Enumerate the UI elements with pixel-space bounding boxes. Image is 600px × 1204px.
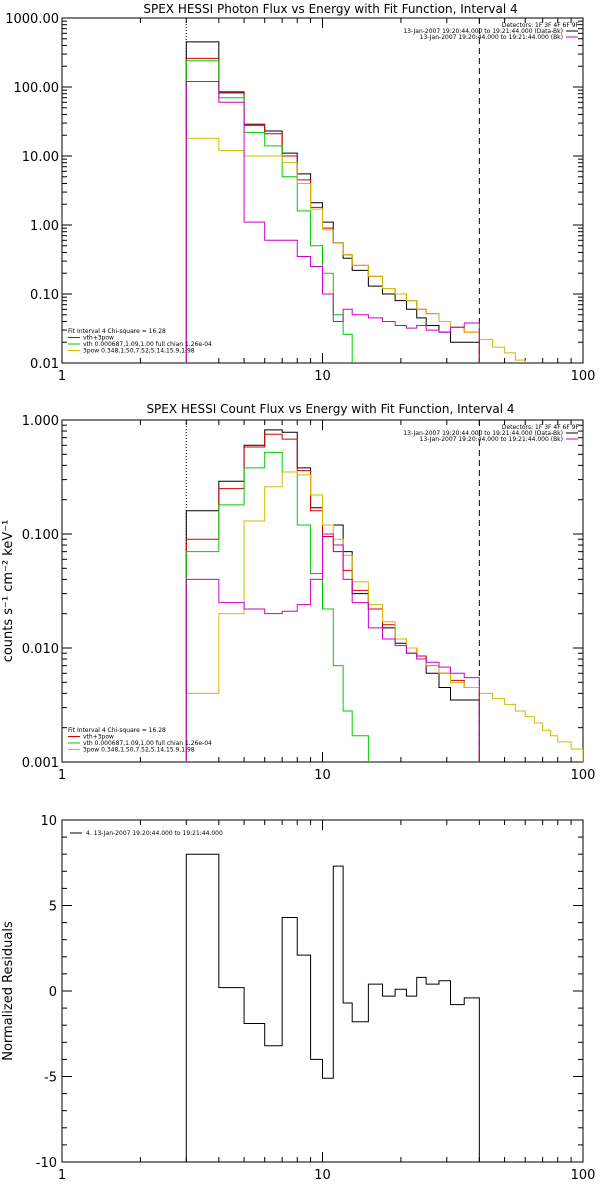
legend-left-entry: Fit Interval 4 Chi-square = 16.28 (68, 727, 166, 734)
legend-left-entry: 3pow 0.348,1.50,7.52,5.14,15.9,1.98 (83, 747, 195, 754)
series-data (185, 429, 480, 762)
y-tick-label: 0.10 (30, 288, 59, 303)
x-tick-label: 1 (58, 1168, 66, 1183)
y-tick-label: 100.00 (14, 81, 60, 96)
y-tick-label: 10 (40, 814, 57, 829)
plot-frame (61, 17, 584, 364)
legend-entry: 4. 13-Jan-2007 19:20:44.000 to 19:21:44.… (86, 830, 223, 837)
x-tick-label: 10 (314, 369, 331, 384)
y-tick-label: 1.00 (30, 219, 59, 234)
legend-right-entry: Detectors: 1F 3F 4F 6F 9F (502, 22, 580, 29)
legend-left-entry: vth 0.000687,1.09,1.00 full chian 1.26e-… (83, 740, 212, 747)
legend-right-entry: Detectors: 1F 3F 4F 6F 9F (502, 424, 580, 431)
chart-title: SPEX HESSI Photon Flux vs Energy with Fi… (143, 2, 517, 16)
y-axis-label: counts s⁻¹ cm⁻² keV⁻¹ (1, 520, 16, 663)
legend-right-entry: 13-Jan-2007 19:20:44.000 to 19:21:44.000… (420, 436, 563, 443)
y-tick-label: -10 (36, 1156, 57, 1171)
series-group (185, 429, 583, 762)
series-3pow (185, 471, 583, 762)
series-3pow (185, 137, 526, 363)
series-vth-3pow (185, 433, 480, 762)
legend-left-entry: vth+3pow (83, 335, 114, 342)
y-tick-label: 0.001 (22, 756, 59, 771)
panel-2: SPEX HESSI Count Flux vs Energy with Fit… (1, 402, 595, 783)
x-tick-label: 100 (571, 1168, 596, 1183)
panel-3: 1 10 100 -10 -5 0 5 10 Normalized Residuals 4. 13… (1, 814, 595, 1183)
x-tick-label: 10 (314, 1168, 331, 1183)
legend-right-entry: 13-Jan-2007 19:20:44.000 to 19:21:44.000… (420, 34, 563, 41)
y-tick-label: 10.00 (22, 150, 59, 165)
x-tick-label: 100 (571, 768, 596, 783)
y-tick-label: 0 (49, 985, 57, 1000)
x-tick-label: 1 (58, 768, 66, 783)
y-axis-label: Normalized Residuals (1, 921, 16, 1061)
legend-left-entry: Fit Interval 4 Chi-square = 16.28 (68, 328, 166, 335)
legend-left-entry: 3pow 0.348,1.50,7.52,5.14,15.9,1.98 (83, 348, 195, 355)
series-data (185, 853, 480, 1162)
y-tick-label: 0.01 (30, 357, 59, 372)
panel-1: SPEX HESSI Photon Flux vs Energy with Fi… (5, 2, 595, 384)
legend-right-entry: 13-Jan-2007 19:20:44.000 to 19:21:44.000… (403, 430, 563, 437)
series-group (185, 853, 480, 1162)
y-tick-label: 0.100 (22, 528, 59, 543)
series-bk (185, 81, 480, 363)
legend-left-entry: vth 0.000687,1.09,1.00 full chian 1.26e-… (83, 341, 212, 348)
y-tick-label: -5 (44, 1071, 57, 1086)
series-group (185, 41, 526, 363)
x-tick-label: 100 (571, 369, 596, 384)
series-vth (185, 451, 369, 762)
y-tick-label: 0.010 (22, 642, 59, 657)
legend-left-entry: vth+3pow (83, 734, 114, 741)
series-bk (185, 533, 480, 762)
x-tick-label: 10 (314, 768, 331, 783)
chart-title: SPEX HESSI Count Flux vs Energy with Fit… (146, 402, 514, 416)
legend-right-entry: 13-Jan-2007 19:20:44.000 to 19:21:44.000… (403, 28, 563, 35)
y-tick-label: 1000.00 (5, 12, 59, 27)
y-tick-label: 5 (49, 900, 57, 915)
series-vth (185, 60, 353, 363)
y-tick-label: 1.000 (22, 414, 59, 429)
plot-frame (61, 819, 584, 1163)
x-tick-label: 1 (58, 369, 66, 384)
